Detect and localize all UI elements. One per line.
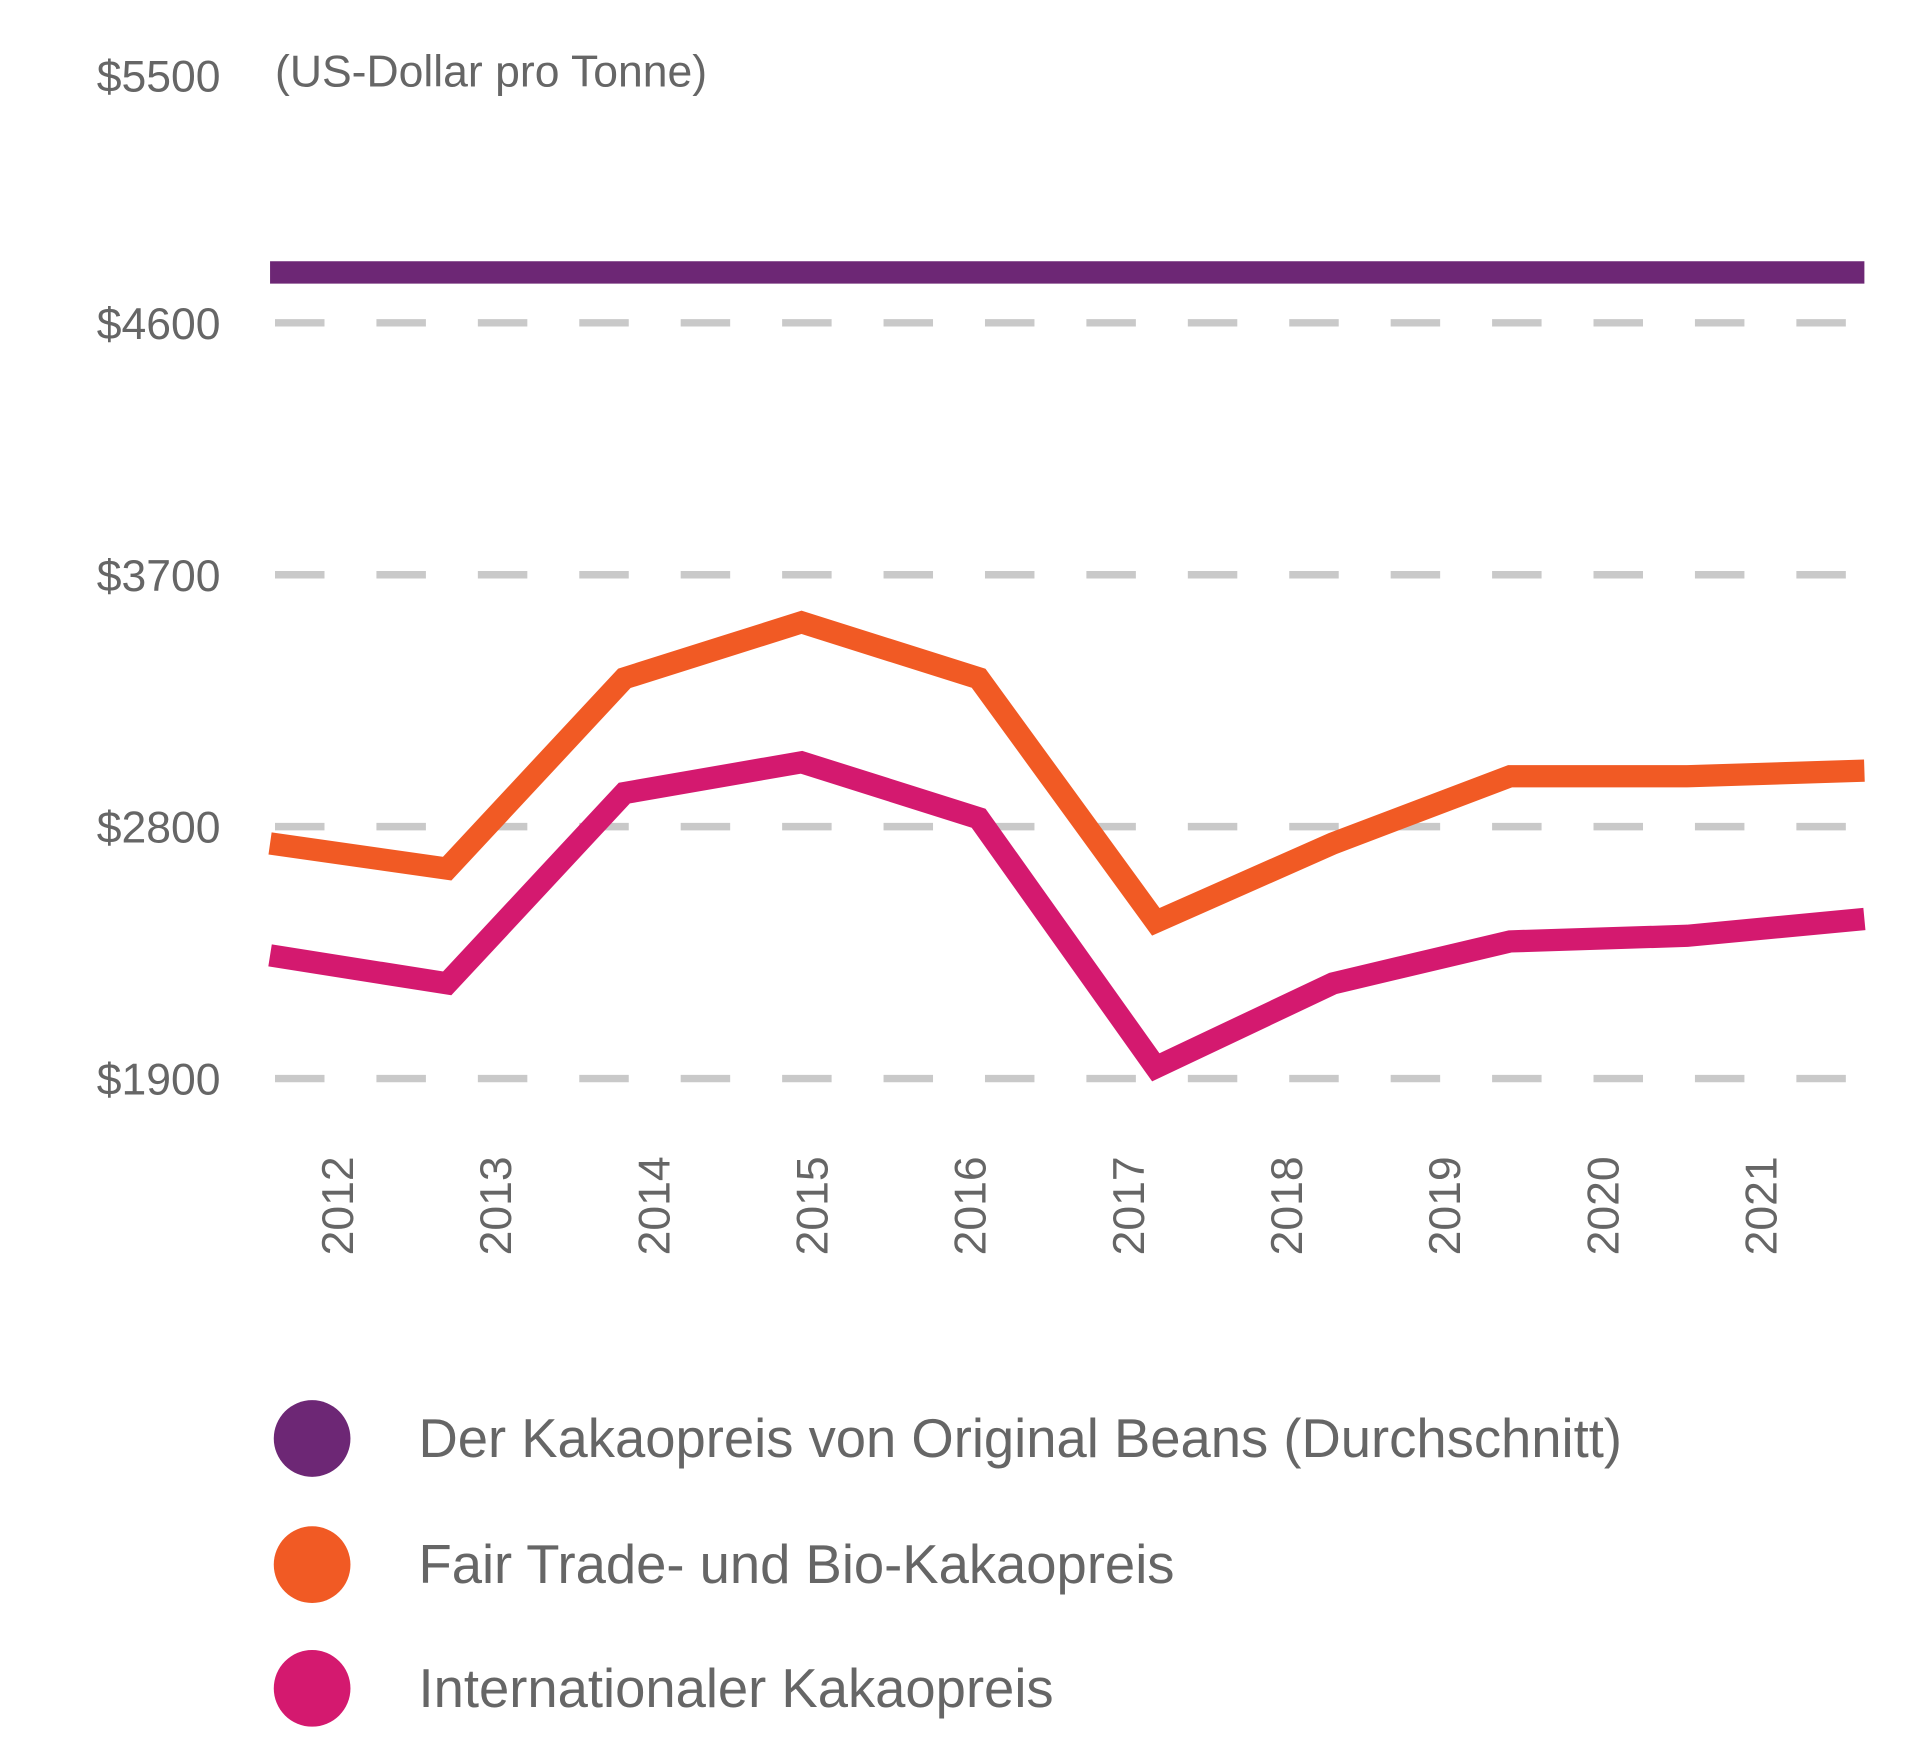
series-line-2 <box>268 750 1866 1082</box>
x-tick-label: 2014 <box>630 1156 679 1255</box>
series-lines <box>268 261 1866 1082</box>
y-tick-label: $3700 <box>97 552 221 601</box>
legend: Der Kakaopreis von Original Beans (Durch… <box>273 1400 1622 1727</box>
y-tick-label: $5500 <box>97 53 221 102</box>
y-axis-ticks: $5500 $4600 $3700 $2800 $1900 <box>97 53 221 1105</box>
y-tick-label: $4600 <box>97 300 221 349</box>
x-tick-label: 2017 <box>1105 1156 1154 1255</box>
legend-label: Internationaler Kakaopreis <box>418 1658 1053 1719</box>
y-tick-label: $1900 <box>97 1056 221 1105</box>
x-tick-label: 2016 <box>947 1156 996 1255</box>
legend-item: Fair Trade- und Bio-Kakaopreis <box>273 1526 1174 1603</box>
legend-item: Internationaler Kakaopreis <box>273 1649 1054 1727</box>
x-tick-label: 2013 <box>472 1156 521 1255</box>
legend-item: Der Kakaopreis von Original Beans (Durch… <box>273 1400 1622 1477</box>
x-tick-label: 2015 <box>788 1156 837 1255</box>
legend-marker <box>273 1400 351 1477</box>
legend-marker <box>273 1649 351 1727</box>
x-tick-label: 2021 <box>1738 1156 1787 1255</box>
x-tick-label: 2020 <box>1579 1156 1628 1255</box>
legend-label: Der Kakaopreis von Original Beans (Durch… <box>418 1408 1622 1469</box>
gridlines <box>275 319 1862 1083</box>
x-tick-label: 2012 <box>314 1156 363 1255</box>
y-tick-label: $2800 <box>97 804 221 853</box>
x-tick-label: 2019 <box>1421 1156 1470 1255</box>
legend-label: Fair Trade- und Bio-Kakaopreis <box>418 1534 1174 1595</box>
x-tick-label: 2018 <box>1263 1156 1312 1255</box>
unit-label: (US-Dollar pro Tonne) <box>275 48 707 97</box>
x-axis-ticks: 2012 2013 2014 2015 2016 2017 2018 2019 2020 2021 <box>314 1156 1787 1255</box>
series-line-1 <box>268 610 1865 936</box>
legend-marker <box>273 1526 351 1603</box>
